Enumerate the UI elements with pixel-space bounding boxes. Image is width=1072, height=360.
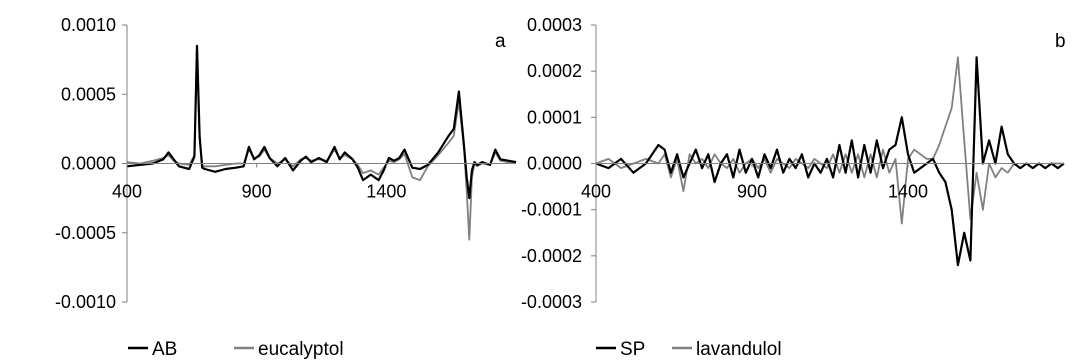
y-tick-label-b: 0.0001 bbox=[527, 107, 582, 127]
x-tick-label-b: 1400 bbox=[888, 182, 928, 202]
chart-panel-b: b SP lavandulol 0.0003 0.0002 0.0001 0.0000… bbox=[521, 15, 1066, 360]
panel-label-b: b bbox=[1055, 31, 1066, 52]
panel-label-a: a bbox=[495, 31, 506, 52]
x-tick-label-b: 400 bbox=[581, 182, 611, 202]
series-line-ab bbox=[126, 44, 517, 200]
y-tick-label-b: -0.0001 bbox=[521, 200, 582, 220]
x-tick-label-a: 400 bbox=[112, 182, 142, 202]
y-tick-label-a: -0.0005 bbox=[55, 223, 116, 243]
y-tick-label-a: 0.0000 bbox=[61, 154, 116, 174]
y-tick-label-b: 0.0003 bbox=[527, 15, 582, 35]
y-tick-label-a: 0.0010 bbox=[61, 15, 116, 35]
legend-label-sp: SP bbox=[620, 339, 645, 360]
series-line-sp bbox=[595, 56, 1065, 267]
chart-panel-a: a AB eucalyptol 0.0010 0.0005 0.0000 -0.000… bbox=[55, 15, 517, 360]
legend-b: SP lavandulol bbox=[596, 339, 782, 360]
y-tick-label-b: -0.0003 bbox=[521, 292, 582, 312]
y-tick-label-a: 0.0005 bbox=[61, 84, 116, 104]
y-tick-label-b: -0.0002 bbox=[521, 246, 582, 266]
series-line-lavandulol bbox=[595, 56, 1064, 225]
legend-label-eucalyptol: eucalyptol bbox=[258, 339, 344, 360]
y-tick-label-b: 0.0002 bbox=[527, 61, 582, 81]
x-tick-label-b: 900 bbox=[737, 182, 767, 202]
x-tick-label-a: 900 bbox=[242, 182, 272, 202]
y-tick-label-a: -0.0010 bbox=[55, 292, 116, 312]
legend-label-ab: AB bbox=[152, 339, 177, 360]
x-tick-label-a: 1400 bbox=[366, 182, 406, 202]
legend-label-lavandulol: lavandulol bbox=[696, 339, 782, 360]
series-line-eucalyptol bbox=[126, 51, 517, 241]
legend-a: AB eucalyptol bbox=[128, 339, 344, 360]
y-tick-label-b: 0.0000 bbox=[527, 154, 582, 174]
